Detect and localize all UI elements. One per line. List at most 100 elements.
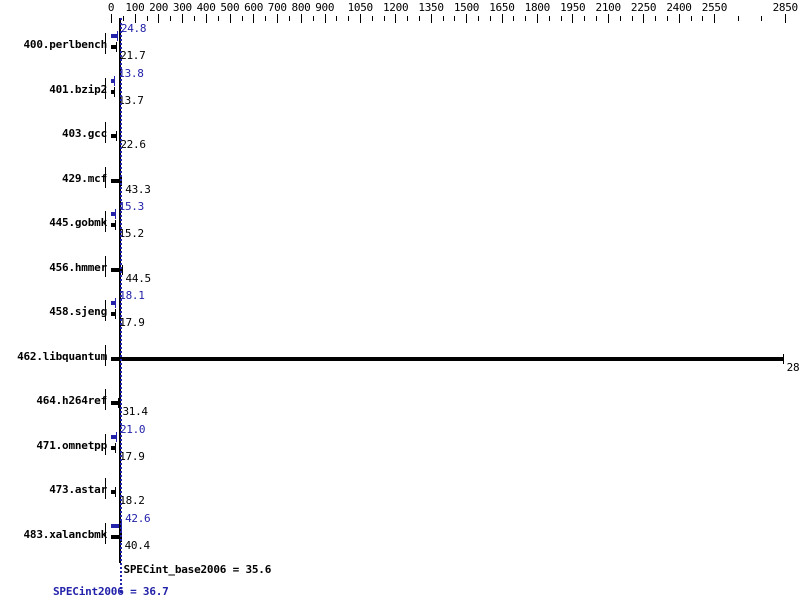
bar-base-value-label: 13.7 — [118, 93, 144, 107]
bar-peak-endcap — [116, 31, 118, 42]
x-axis-tick-label: 500 — [220, 1, 240, 14]
bar-peak-value-label: 42.6 — [125, 511, 151, 525]
bar-base — [111, 490, 116, 495]
benchmark-name-label: 464.h264ref — [36, 394, 107, 408]
x-axis-tick-major — [206, 14, 207, 23]
row-axis-rule — [105, 255, 106, 277]
x-axis-tick-label: 200 — [149, 1, 169, 14]
x-axis-tick-label: 600 — [244, 1, 264, 14]
x-axis-tick-minor — [761, 16, 762, 21]
x-axis-tick-minor — [170, 16, 171, 21]
row-axis-rule — [105, 344, 106, 366]
benchmark-name-label: 483.xalancbmk — [23, 527, 108, 541]
row-axis-rule — [105, 300, 106, 322]
bar-base — [111, 267, 122, 272]
benchmark-name-label: 471.omnetpp — [36, 438, 107, 452]
x-axis-tick-major — [643, 14, 644, 23]
x-axis-tick-minor — [265, 16, 266, 21]
x-axis-tick-minor — [549, 16, 550, 21]
bar-base — [111, 45, 117, 50]
x-axis-tick-minor — [407, 16, 408, 21]
benchmark-name-label: 400.perlbench — [23, 38, 108, 52]
x-axis-tick-label: 900 — [315, 1, 335, 14]
x-axis-tick-minor — [454, 16, 455, 21]
x-axis-tick-label: 100 — [125, 1, 145, 14]
x-axis-tick-major — [608, 14, 609, 23]
row-axis-rule — [105, 433, 106, 455]
x-axis-tick-minor — [384, 16, 385, 21]
x-axis-tick-minor — [738, 16, 739, 21]
row-axis-rule — [105, 77, 106, 99]
x-axis-tick-minor — [419, 16, 420, 21]
x-axis-tick-label: 1050 — [347, 1, 374, 14]
x-axis-tick-minor — [478, 16, 479, 21]
bar-base-value-label: 17.9 — [119, 449, 145, 463]
bar-base-value-label: 40.4 — [124, 538, 151, 552]
x-axis-tick-major — [301, 14, 302, 23]
x-axis-tick-minor — [123, 16, 124, 21]
bar-base-value-label: 17.9 — [119, 316, 145, 330]
bar-peak-value-label: 21.0 — [119, 422, 146, 436]
row-axis-rule — [105, 122, 106, 144]
bar-base-endcap — [114, 220, 116, 231]
x-axis-tick-major — [135, 14, 136, 23]
bar-base-endcap — [114, 86, 116, 97]
benchmark-name-label: 401.bzip2 — [49, 82, 107, 96]
bar-peak-endcap — [114, 209, 116, 220]
bar-base-value-label: 21.7 — [120, 49, 146, 63]
row-axis-rule — [105, 522, 106, 544]
x-axis-tick-minor — [194, 16, 195, 21]
benchmark-name-label: 445.gobmk — [49, 216, 107, 230]
x-axis-tick-major — [182, 14, 183, 23]
x-axis-tick-major — [785, 14, 786, 23]
bar-base — [111, 178, 122, 183]
x-axis-tick-minor — [443, 16, 444, 21]
bar-base-value-label: 44.5 — [125, 271, 152, 285]
bar-base — [111, 401, 119, 406]
x-axis-tick-minor — [490, 16, 491, 21]
x-axis-tick-label: 400 — [196, 1, 216, 14]
x-axis-tick-label: 300 — [172, 1, 192, 14]
bar-base — [111, 89, 115, 94]
x-axis-tick-label: 800 — [291, 1, 311, 14]
benchmark-name-label: 403.gcc — [62, 127, 107, 141]
x-axis-tick-label: 1200 — [382, 1, 409, 14]
bar-base-endcap — [115, 487, 117, 498]
benchmark-name-label: 429.mcf — [62, 171, 107, 185]
specint-base-summary-label: SPECint_base2006 = 35.6 — [123, 563, 272, 576]
bar-base-endcap — [121, 264, 123, 275]
x-axis-tick-major — [466, 14, 467, 23]
bar-peak-endcap — [115, 298, 117, 309]
x-axis-tick-major — [395, 14, 396, 23]
x-axis-tick-major — [360, 14, 361, 23]
bar-base-value-label: 2840 — [786, 360, 799, 374]
bar-peak-value-label: 18.1 — [119, 289, 145, 303]
x-axis-tick-minor — [620, 16, 621, 21]
x-axis-tick-label: 2400 — [666, 1, 692, 14]
x-axis-tick-minor — [561, 16, 562, 21]
x-axis-tick-minor — [632, 16, 633, 21]
x-axis-tick-label: 1950 — [560, 1, 586, 14]
x-axis-tick-minor — [584, 16, 585, 21]
bar-base — [111, 356, 783, 361]
x-axis-tick-major — [572, 14, 573, 23]
bar-peak — [111, 301, 116, 306]
x-axis-tick-major — [253, 14, 254, 23]
row-axis-rule — [105, 478, 106, 500]
x-axis-tick-minor — [655, 16, 656, 21]
x-axis-tick-minor — [336, 16, 337, 21]
x-axis-tick-major — [111, 14, 112, 23]
bar-base — [111, 134, 117, 139]
x-axis-tick-label: 2250 — [630, 1, 657, 14]
x-axis-tick-major — [537, 14, 538, 23]
x-axis-tick-label: 2100 — [595, 1, 622, 14]
x-axis-tick-major — [502, 14, 503, 23]
x-axis-tick-minor — [218, 16, 219, 21]
x-axis-tick-minor — [242, 16, 243, 21]
specint-peak-summary-label: SPECint2006 = 36.7 — [53, 585, 169, 598]
x-axis-tick-minor — [525, 16, 526, 21]
bar-peak-value-label: 24.8 — [120, 22, 147, 36]
x-axis-tick-minor — [313, 16, 314, 21]
bar-base-endcap — [116, 131, 118, 142]
